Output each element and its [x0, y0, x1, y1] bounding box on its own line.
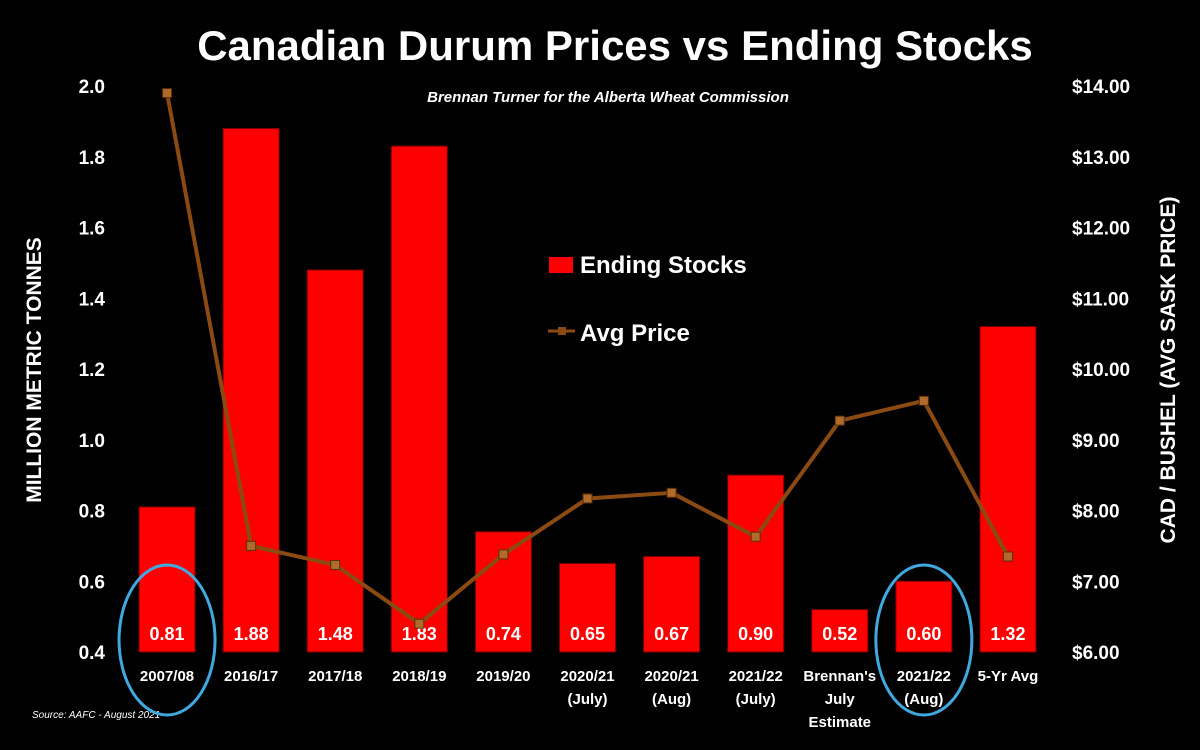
category-label: 2019/20 [476, 668, 530, 685]
category-label: 2021/22 (Aug) [897, 668, 951, 708]
bar-value-label: 0.65 [570, 624, 605, 644]
legend-label-avg-price: Avg Price [580, 320, 690, 347]
bar-series [138, 127, 1037, 653]
right-tick-label: $6.00 [1072, 643, 1120, 664]
bar-value-label: 1.88 [234, 624, 269, 644]
category-label: 2018/19 [392, 668, 446, 685]
left-tick-label: 1.6 [79, 219, 105, 240]
left-axis-ticks: 0.4 0.6 0.8 1.0 1.2 1.4 1.6 1.8 2.0 [79, 77, 106, 664]
right-tick-label: $12.00 [1072, 219, 1130, 240]
y-axis-label-left: MILLION METRIC TONNES [23, 237, 46, 503]
legend-swatch-ending-stocks [549, 257, 573, 273]
price-point [834, 415, 845, 426]
bar-value-label: 0.81 [150, 624, 185, 644]
left-tick-label: 0.4 [79, 643, 106, 664]
bar [895, 580, 953, 653]
price-line [165, 92, 1010, 626]
bar-value-label: 1.83 [402, 624, 437, 644]
bar-value-label: 0.60 [906, 624, 941, 644]
price-point [330, 559, 341, 570]
right-tick-label: $10.00 [1072, 360, 1130, 381]
bar [643, 555, 701, 653]
bar-value-label: 0.74 [486, 624, 521, 644]
right-tick-label: $9.00 [1072, 431, 1120, 452]
left-tick-label: 2.0 [79, 77, 105, 98]
category-label: 2007/08 [140, 668, 194, 685]
price-point [750, 531, 761, 542]
bar-value-label: 0.90 [738, 624, 773, 644]
bar [306, 269, 364, 653]
right-tick-label: $8.00 [1072, 502, 1120, 523]
price-point [1002, 551, 1013, 562]
y-axis-label-right: CAD / BUSHEL (AVG SASK PRICE) [1157, 197, 1180, 544]
right-axis-ticks: $6.00 $7.00 $8.00 $9.00 $10.00 $11.00 $12.00 $1… [1072, 77, 1130, 664]
price-point [246, 540, 257, 551]
bar-value-labels: 0.81 1.88 1.48 1.83 0.74 0.65 0.67 0.90 0.52 0.60… [150, 624, 1026, 644]
category-label: 2016/17 [224, 668, 278, 685]
chart-subtitle: Brennan Turner for the Alberta Wheat Com… [427, 89, 789, 106]
category-label: 5-Yr Avg [978, 668, 1039, 685]
category-label: 2017/18 [308, 668, 362, 685]
price-point [162, 88, 173, 99]
legend-label-ending-stocks: Ending Stocks [580, 252, 747, 279]
right-tick-label: $7.00 [1072, 572, 1120, 593]
bar [727, 474, 785, 653]
left-tick-label: 1.8 [79, 148, 105, 169]
price-point [414, 618, 425, 629]
right-tick-label: $13.00 [1072, 148, 1130, 169]
bar-value-label: 1.48 [318, 624, 353, 644]
price-point [666, 487, 677, 498]
left-tick-label: 1.2 [79, 360, 105, 381]
category-axis-labels: 2007/08 2016/17 2017/18 2018/19 2019/20 2020/… [140, 668, 1038, 731]
price-point [498, 549, 509, 560]
bar-value-label: 1.32 [990, 624, 1025, 644]
bar [390, 145, 448, 653]
price-line-series [162, 88, 1013, 629]
left-tick-label: 1.4 [79, 289, 106, 310]
left-tick-label: 1.0 [79, 431, 105, 452]
category-label: 2020/21 (July) [560, 668, 614, 708]
category-label: Brennan's July Estimate [803, 668, 876, 731]
right-tick-label: $14.00 [1072, 77, 1130, 98]
left-tick-label: 0.6 [79, 572, 105, 593]
bar [979, 326, 1037, 653]
bar-value-label: 0.52 [822, 624, 857, 644]
chart-title: Canadian Durum Prices vs Ending Stocks [197, 22, 1033, 69]
category-label: 2021/22 (July) [729, 668, 783, 708]
bar [811, 609, 869, 653]
price-point [918, 395, 929, 406]
price-point [582, 493, 593, 504]
bar [222, 127, 280, 653]
source-note: Source: AAFC - August 2021 [32, 710, 160, 721]
left-tick-label: 0.8 [79, 502, 105, 523]
right-tick-label: $11.00 [1072, 289, 1129, 310]
highlight-ellipse [117, 563, 217, 717]
category-label: 2020/21 (Aug) [644, 668, 698, 708]
legend-swatch-avg-price-marker [558, 327, 566, 335]
legend: Ending Stocks Avg Price [548, 252, 747, 347]
bar [559, 563, 616, 653]
highlight-ellipses [117, 563, 974, 717]
bar [138, 506, 196, 653]
highlight-ellipse [874, 563, 974, 717]
bar-value-label: 0.67 [654, 624, 689, 644]
